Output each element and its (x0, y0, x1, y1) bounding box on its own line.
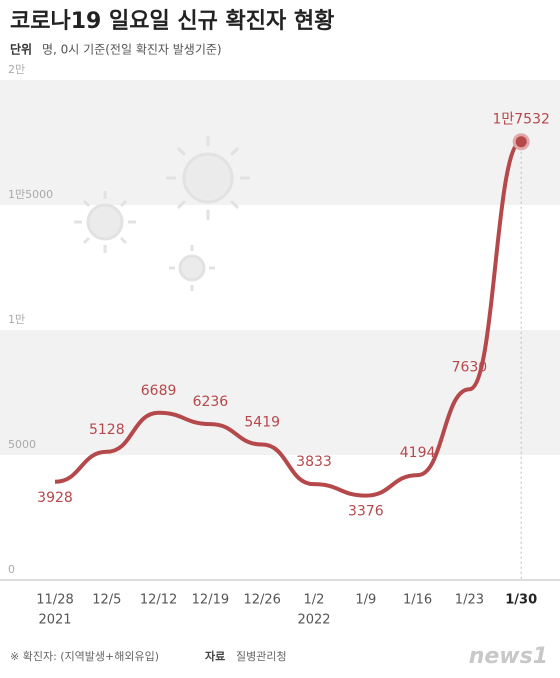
value-label: 3928 (37, 490, 73, 506)
value-label: 6689 (141, 383, 177, 399)
source-label: 자료 (205, 649, 225, 663)
x-tick-label: 1/30 (505, 593, 537, 608)
x-tick-label: 1/16 (403, 593, 432, 608)
value-label: 5128 (89, 422, 125, 438)
x-tick-label: 1/2 (304, 593, 325, 608)
value-label: 3376 (348, 504, 384, 520)
value-label: 1만7532 (492, 112, 549, 128)
value-label: 5419 (244, 415, 280, 431)
source: 질병관리청 (236, 650, 287, 663)
x-year-label: 2022 (297, 613, 330, 628)
y-tick-label: 2만 (8, 63, 25, 76)
plot: 0 5000 1만 1만5000 2만 3928 11/28 2021 5128 12/5 6689… (0, 63, 560, 628)
x-tick-label: 12/19 (192, 593, 229, 608)
x-tick-label: 12/26 (243, 593, 280, 608)
subtitle: 명, 0시 기준(전일 확진자 발생기준) (42, 43, 222, 57)
footnote: ※ 확진자: (지역발생+해외유입) (10, 649, 159, 663)
virus-decoration (74, 136, 250, 291)
y-tick-label: 5000 (8, 438, 36, 451)
grid-band (0, 80, 560, 205)
x-tick-label: 12/5 (92, 593, 121, 608)
x-tick-label: 11/28 (36, 593, 73, 608)
bands (0, 80, 560, 455)
x-tick-label: 1/23 (455, 593, 484, 608)
grid-band (0, 330, 560, 455)
chart-title: 코로나19 일요일 신규 확진자 현황 (10, 9, 334, 34)
x-tick-label: 1/9 (355, 593, 376, 608)
value-label: 7630 (452, 359, 488, 375)
logo: news1 (469, 644, 548, 669)
value-label: 4194 (400, 445, 436, 461)
x-year-label: 2021 (38, 613, 71, 628)
y-tick-label: 1만 (8, 313, 25, 326)
x-tick-label: 12/12 (140, 593, 177, 608)
y-tick-label: 1만5000 (8, 188, 53, 201)
end-marker (512, 133, 530, 151)
y-tick-label: 0 (8, 563, 15, 576)
value-label: 6236 (193, 394, 229, 410)
unit-label: 단위 (10, 42, 32, 57)
value-label: 3833 (296, 454, 332, 470)
